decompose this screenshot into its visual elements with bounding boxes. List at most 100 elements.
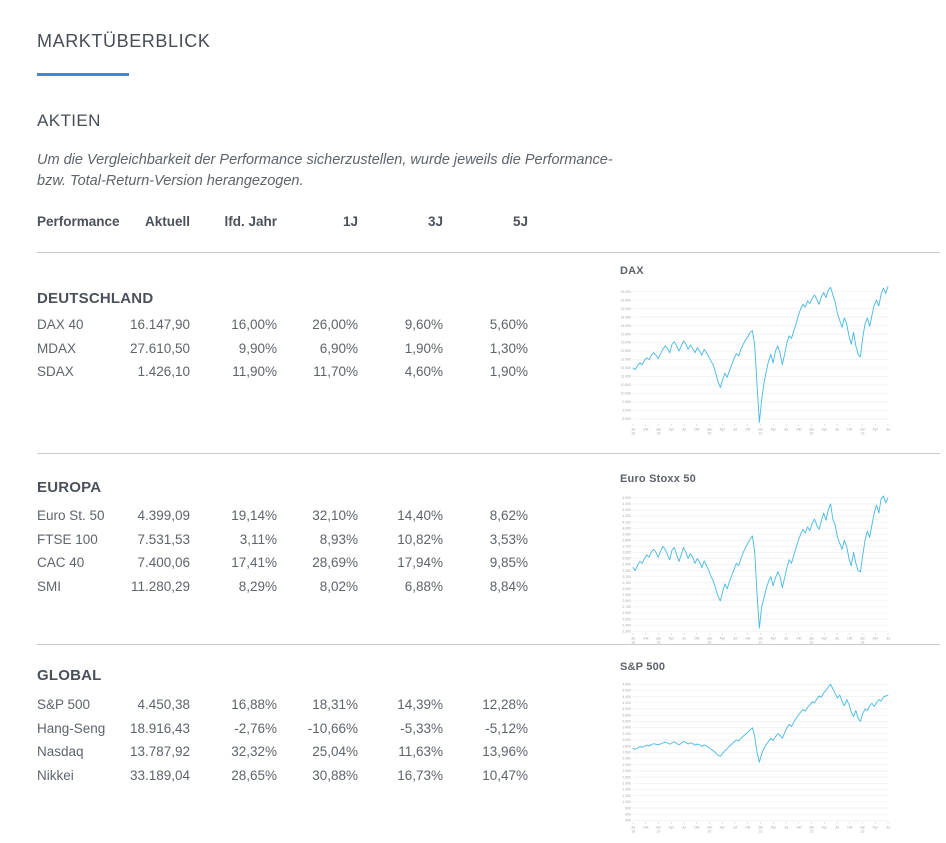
svg-text:3.400: 3.400	[623, 563, 632, 567]
svg-text:Okt: Okt	[745, 428, 750, 432]
table-row-sdax: SDAX 1.426,10 11,90% 11,70% 4,60% 1,90%	[37, 360, 528, 384]
svg-text:Jan: Jan	[656, 826, 662, 830]
value-1j: 11,70%	[313, 364, 358, 379]
value-5j: 8,84%	[489, 578, 528, 594]
svg-text:3.600: 3.600	[623, 720, 632, 724]
svg-text:Okt: Okt	[643, 428, 648, 432]
table-row-smi: SMI 11.280,29 8,29% 8,02% 6,88% 8,84%	[37, 575, 528, 599]
svg-text:Jan: Jan	[758, 428, 764, 432]
svg-text:2.800: 2.800	[623, 744, 632, 748]
svg-text:400: 400	[625, 819, 631, 823]
index-label: Hang-Seng	[37, 720, 106, 736]
value-5j: 3,53%	[489, 531, 528, 547]
value-lfd-jahr: 16,00%	[231, 317, 277, 332]
svg-text:2.600: 2.600	[623, 751, 632, 755]
value-5j: 12,28%	[482, 697, 528, 712]
svg-text:Jul: Jul	[733, 826, 738, 830]
svg-text:Apr: Apr	[771, 428, 777, 432]
value-aktuell: 7.531,53	[137, 531, 190, 547]
value-1j: -10,66%	[307, 720, 358, 736]
svg-text:20: 20	[708, 641, 712, 645]
svg-text:2.400: 2.400	[623, 757, 632, 761]
svg-text:Jan: Jan	[809, 637, 815, 641]
value-1j: 18,31%	[312, 697, 358, 712]
section-title-europa: EUROPA	[37, 479, 102, 496]
svg-text:10.000: 10.000	[621, 392, 631, 396]
svg-text:Apr: Apr	[873, 637, 879, 641]
section-heading-aktien: AKTIEN	[37, 111, 101, 130]
svg-text:9.000: 9.000	[623, 409, 632, 413]
table-row-ftse100: FTSE 100 7.531,53 3,11% 8,93% 10,82% 3,5…	[37, 528, 528, 552]
svg-text:Jul: Jul	[835, 428, 840, 432]
divider-europa-global	[37, 644, 940, 645]
svg-text:12.500: 12.500	[621, 349, 631, 353]
svg-text:3.600: 3.600	[623, 551, 632, 555]
accent-underline	[37, 73, 129, 76]
svg-text:2.600: 2.600	[623, 611, 632, 615]
svg-text:8.500: 8.500	[623, 417, 632, 421]
svg-text:1.800: 1.800	[623, 775, 632, 779]
table-row-sp500: S&P 500 4.450,38 16,88% 18,31% 14,39% 12…	[37, 693, 528, 717]
col-header-aktuell: Aktuell	[144, 214, 190, 229]
svg-text:11.000: 11.000	[621, 375, 631, 379]
svg-text:13.500: 13.500	[621, 332, 631, 336]
value-aktuell: 33.189,04	[129, 767, 190, 783]
disclaimer-line-2: bzw. Total-Return-Version herangezogen.	[37, 173, 304, 189]
index-label: Nikkei	[37, 767, 74, 783]
index-label: S&P 500	[37, 697, 91, 712]
svg-text:Jan: Jan	[809, 428, 815, 432]
value-5j: 1,90%	[489, 364, 528, 379]
index-label: DAX 40	[37, 317, 84, 332]
svg-text:20: 20	[708, 830, 712, 834]
value-3j: -5,33%	[400, 720, 443, 736]
svg-text:10.500: 10.500	[621, 383, 631, 387]
value-lfd-jahr: 3,11%	[239, 531, 277, 547]
svg-text:Jul: Jul	[631, 637, 636, 641]
value-3j: 14,40%	[397, 508, 443, 523]
svg-text:2.800: 2.800	[623, 599, 632, 603]
index-label: SMI	[37, 578, 62, 594]
svg-text:3.700: 3.700	[623, 545, 632, 549]
svg-text:Jul: Jul	[631, 428, 636, 432]
disclaimer-text: Um die Vergleichbarkeit der Performance …	[37, 150, 677, 192]
value-aktuell: 1.426,10	[137, 364, 190, 379]
svg-text:3.400: 3.400	[623, 726, 632, 730]
value-5j: 8,62%	[489, 508, 528, 523]
svg-text:23: 23	[861, 641, 865, 645]
svg-text:4.200: 4.200	[623, 514, 632, 518]
svg-text:4.300: 4.300	[623, 508, 632, 512]
value-5j: 10,47%	[482, 767, 528, 783]
table-row-dax40: DAX 40 16.147,90 16,00% 26,00% 9,60% 5,6…	[37, 313, 528, 337]
table-row-mdax: MDAX 27.610,50 9,90% 6,90% 1,90% 1,30%	[37, 337, 528, 361]
index-label: Euro St. 50	[37, 508, 105, 523]
svg-text:Jul: Jul	[733, 637, 738, 641]
chart-sp500: S&P 500 4.800 4.600 4.400 4.200 4.000 3.800 3.…	[620, 661, 900, 842]
value-1j: 25,04%	[312, 744, 358, 759]
svg-text:20: 20	[708, 432, 712, 436]
svg-text:22: 22	[810, 830, 814, 834]
section-rows-global: S&P 500 4.450,38 16,88% 18,31% 14,39% 12…	[37, 693, 528, 787]
svg-text:2.400: 2.400	[623, 623, 632, 627]
svg-text:Apr: Apr	[822, 428, 828, 432]
table-header-row: Performance Aktuell lfd. Jahr 1J 3J 5J	[37, 214, 528, 229]
svg-text:16.000: 16.000	[621, 290, 631, 294]
svg-text:23: 23	[861, 830, 865, 834]
svg-text:Jul: Jul	[886, 826, 891, 830]
svg-text:Jul: Jul	[835, 826, 840, 830]
svg-text:Jan: Jan	[758, 637, 764, 641]
col-header-5j: 5J	[512, 214, 528, 229]
value-lfd-jahr: -2,76%	[234, 720, 277, 736]
svg-text:2.500: 2.500	[623, 617, 632, 621]
svg-text:Apr: Apr	[720, 826, 726, 830]
table-row-nikkei: Nikkei 33.189,04 28,65% 30,88% 16,73% 10…	[37, 764, 528, 788]
svg-text:22: 22	[810, 641, 814, 645]
value-lfd-jahr: 11,90%	[232, 364, 277, 379]
svg-text:Jan: Jan	[809, 826, 815, 830]
svg-text:Apr: Apr	[720, 428, 726, 432]
svg-text:3.200: 3.200	[623, 732, 632, 736]
svg-text:Jul: Jul	[682, 428, 687, 432]
svg-text:Apr: Apr	[771, 826, 777, 830]
svg-text:600: 600	[625, 812, 631, 816]
value-5j: 13,96%	[482, 744, 528, 759]
svg-text:3.100: 3.100	[623, 581, 632, 585]
